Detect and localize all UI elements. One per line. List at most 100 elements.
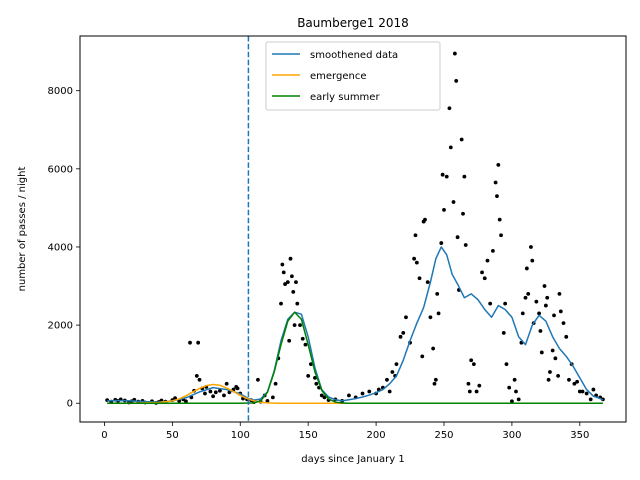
data-point xyxy=(322,395,327,400)
data-point xyxy=(314,381,319,386)
data-point xyxy=(442,207,446,212)
data-point xyxy=(558,309,563,314)
data-point xyxy=(543,303,548,308)
data-point xyxy=(469,358,474,363)
data-point xyxy=(516,397,521,402)
data-point xyxy=(433,377,438,382)
data-point xyxy=(529,245,533,249)
data-point xyxy=(557,291,562,296)
plot-content xyxy=(105,36,605,422)
data-point xyxy=(300,336,305,341)
data-point xyxy=(265,399,270,403)
data-point xyxy=(497,217,502,222)
data-point xyxy=(534,299,539,304)
data-point xyxy=(414,260,419,265)
data-point xyxy=(526,291,531,296)
plot-area xyxy=(105,36,605,422)
data-point xyxy=(367,389,372,394)
data-point xyxy=(313,375,317,380)
data-point xyxy=(539,350,544,355)
data-point xyxy=(477,383,482,388)
data-point xyxy=(385,377,389,382)
x-tick-label: 150 xyxy=(299,430,318,441)
data-point xyxy=(222,393,226,398)
axis-ticks: 0 50 100 150 200 250 300 350 0 2000 4000 6000 8000 xyxy=(48,86,590,441)
data-point xyxy=(428,315,433,320)
data-point xyxy=(413,233,418,238)
y-tick-label: 4000 xyxy=(48,242,73,253)
data-point xyxy=(256,377,260,382)
data-point xyxy=(440,172,445,177)
data-point xyxy=(474,389,479,394)
data-point xyxy=(584,391,589,396)
data-point xyxy=(431,346,436,351)
data-point xyxy=(556,373,560,378)
data-point xyxy=(217,388,222,393)
data-point xyxy=(575,379,580,384)
data-point xyxy=(520,311,525,316)
data-point xyxy=(291,290,296,294)
x-tick-label: 0 xyxy=(101,430,107,441)
data-point xyxy=(281,270,286,275)
data-point xyxy=(512,377,517,382)
data-point xyxy=(567,377,571,382)
data-point xyxy=(280,262,285,267)
data-point xyxy=(211,394,216,399)
data-point xyxy=(493,180,498,185)
y-tick-label: 2000 xyxy=(48,321,73,332)
axes-frame xyxy=(79,35,627,423)
data-point xyxy=(572,381,577,386)
data-point xyxy=(466,381,471,386)
early-summer-line xyxy=(107,311,603,404)
data-point xyxy=(454,79,459,83)
data-point xyxy=(398,334,403,339)
data-point xyxy=(294,280,298,285)
legend-label-emergence: emergence xyxy=(310,71,366,82)
data-point xyxy=(467,389,472,394)
data-point xyxy=(463,243,468,247)
data-point xyxy=(423,217,427,222)
data-point xyxy=(285,280,290,285)
data-point xyxy=(412,256,417,261)
data-point xyxy=(292,323,297,328)
data-point xyxy=(553,356,558,361)
data-point xyxy=(488,301,493,306)
data-point xyxy=(482,276,487,281)
data-point xyxy=(542,284,547,288)
data-point xyxy=(435,291,440,296)
data-point xyxy=(564,334,569,339)
data-point xyxy=(496,163,501,167)
data-point xyxy=(347,393,351,398)
y-tick-label: 6000 xyxy=(48,164,73,175)
data-point xyxy=(303,342,308,347)
data-point xyxy=(451,200,456,204)
data-point xyxy=(552,313,556,318)
data-point xyxy=(501,331,506,335)
data-point xyxy=(455,235,460,240)
data-point xyxy=(287,338,292,343)
data-point xyxy=(507,385,512,390)
data-point xyxy=(537,311,541,316)
data-point xyxy=(432,381,437,386)
x-tick-label: 350 xyxy=(570,430,589,441)
chart-title: Baumberge1 2018 xyxy=(297,16,409,30)
legend: smoothened data emergence early summer xyxy=(265,41,441,111)
data-point xyxy=(420,354,425,359)
data-point xyxy=(203,391,207,396)
y-tick-label: 8000 xyxy=(48,86,73,97)
data-point xyxy=(561,321,566,326)
data-point xyxy=(550,348,555,353)
data-point xyxy=(288,256,293,261)
data-point xyxy=(523,295,528,300)
data-point xyxy=(503,301,508,306)
data-point xyxy=(471,362,476,367)
data-point xyxy=(387,389,392,394)
data-point xyxy=(462,174,467,179)
data-point xyxy=(308,362,313,367)
legend-label-smoothened: smoothened data xyxy=(310,50,398,61)
data-point xyxy=(273,381,278,386)
data-point xyxy=(360,391,365,396)
x-tick-label: 50 xyxy=(166,430,179,441)
